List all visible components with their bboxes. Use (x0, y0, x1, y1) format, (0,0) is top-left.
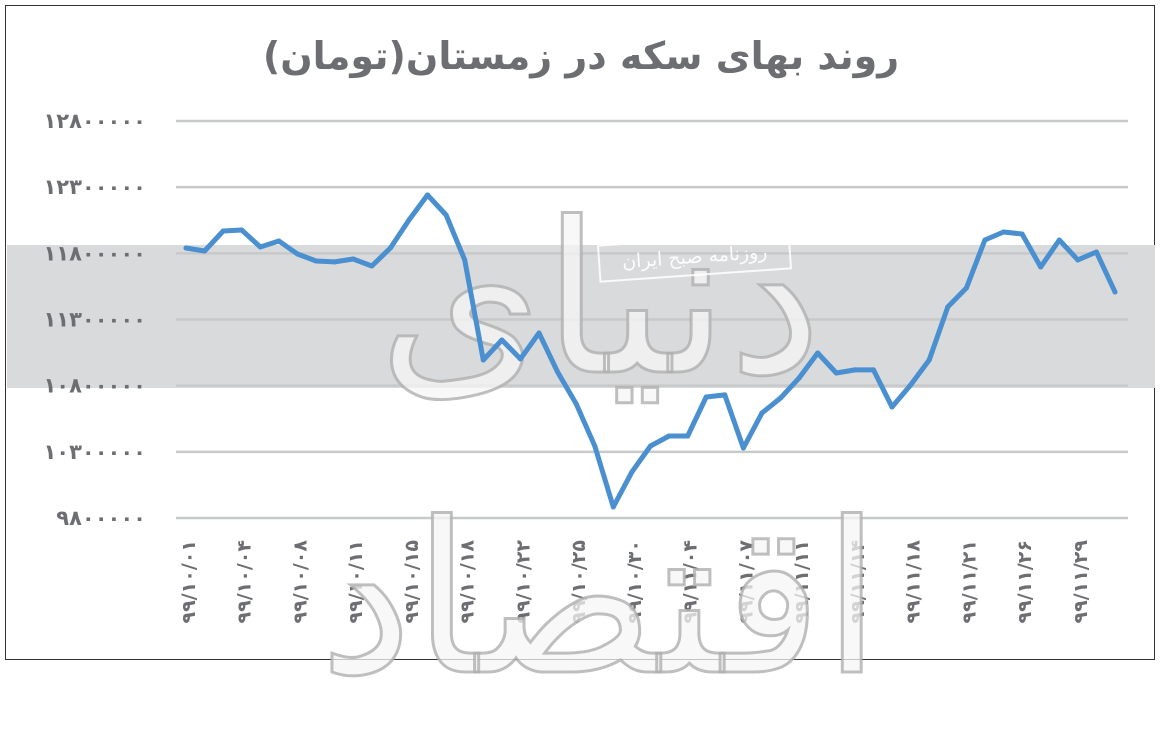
data-point (629, 469, 635, 475)
data-point (276, 238, 282, 244)
y-tick-label: ۱۰۳۰۰۰۰۰ (43, 440, 146, 464)
data-point (1001, 229, 1007, 235)
data-point (648, 443, 653, 449)
data-point (1038, 264, 1044, 270)
data-point (536, 330, 542, 336)
data-point (945, 304, 951, 310)
x-tick-label: ۹۹/۱۱/۱۸ (903, 540, 925, 624)
data-point (239, 227, 245, 233)
data-point (815, 350, 821, 356)
watermark-band (7, 245, 1155, 388)
x-tick-label: ۹۹/۱۰/۰۴ (234, 540, 256, 623)
data-point (982, 237, 988, 243)
y-tick-label: ۱۰۸۰۰۰۰۰ (43, 374, 146, 398)
data-point (666, 433, 672, 439)
line-chart: ۱۲۸۰۰۰۰۰ ۱۲۳۰۰۰۰۰ ۱۱۸۰۰۰۰۰ ۱۱۳۰۰۰۰۰ ۱۰۸۰۰۰۰۰… (7, 109, 1155, 624)
data-point (294, 251, 300, 257)
x-tick-label: ۹۹/۱۰/۲۲ (512, 540, 534, 624)
x-tick-label: ۹۹/۱۰/۱۵ (401, 540, 423, 624)
data-point (406, 217, 412, 223)
x-tick-label: ۹۹/۱۰/۰۸ (289, 540, 311, 624)
y-tick-label: ۱۲۸۰۰۰۰۰ (43, 109, 146, 133)
data-point (257, 244, 263, 250)
data-point (1112, 289, 1118, 295)
data-point (1075, 257, 1081, 263)
y-tick-label: ۱۲۳۰۰۰۰۰ (43, 175, 146, 199)
watermark-logo: دنیای اقتصاد (318, 176, 883, 724)
data-point (963, 285, 969, 291)
data-point (778, 395, 784, 401)
data-point (480, 357, 486, 363)
x-tick-label: ۹۹/۱۱/۲۱ (958, 540, 980, 623)
data-point (313, 258, 319, 264)
x-tick-label: ۹۹/۱۱/۲۶ (1014, 540, 1036, 623)
x-tick-label: ۹۹/۱۰/۰۱ (178, 540, 200, 623)
data-point (685, 433, 691, 439)
data-point (220, 228, 226, 234)
data-point (610, 504, 616, 510)
data-point (1019, 231, 1025, 237)
data-point (573, 401, 579, 407)
y-tick-label: ۱۱۳۰۰۰۰۰ (43, 308, 146, 332)
data-point (1056, 237, 1062, 243)
x-tick-label: ۹۹/۱۱/۱۱ (791, 540, 813, 623)
y-tick-label: ۱۱۸۰۰۰۰۰ (43, 241, 146, 265)
x-tick-label: ۹۹/۱۱/۰۷ (735, 540, 757, 624)
data-point (870, 367, 876, 373)
line-series-layer (183, 192, 1118, 510)
data-point (462, 257, 468, 263)
data-point (796, 375, 802, 381)
chart-title: روند بهای سکه در زمستان(تومان) (262, 34, 900, 78)
data-point (555, 369, 561, 375)
data-point (387, 245, 393, 251)
data-point (183, 245, 189, 251)
data-point (740, 445, 746, 451)
data-point (369, 263, 375, 269)
data-point (833, 370, 839, 376)
data-point (592, 443, 598, 449)
x-tick-label: ۹۹/۱۱/۱۴ (847, 540, 869, 623)
data-point (202, 248, 208, 254)
data-point (350, 256, 356, 262)
x-tick-label: ۹۹/۱۱/۲۹ (1070, 540, 1092, 624)
series-line (183, 192, 1118, 510)
x-tick-label: ۹۹/۱۰/۲۵ (568, 540, 590, 624)
y-tick-label: ۹۸۰۰۰۰۰ (56, 506, 146, 530)
data-point (499, 337, 505, 343)
data-point (425, 192, 431, 198)
data-point (889, 404, 895, 410)
data-point (722, 392, 728, 398)
x-tick-label: ۹۹/۱۱/۰۴ (680, 540, 702, 623)
x-tick-label: ۹۹/۱۰/۳۰ (624, 540, 646, 623)
data-point (443, 212, 449, 218)
x-tick-label: ۹۹/۱۰/۱۱ (345, 540, 367, 623)
data-point (852, 367, 858, 373)
data-point (908, 382, 914, 388)
data-point (703, 394, 709, 400)
data-point (1093, 249, 1099, 255)
data-point (517, 356, 523, 362)
data-point (332, 259, 338, 265)
data-point (759, 410, 765, 416)
x-tick-label: ۹۹/۱۰/۱۸ (457, 540, 479, 624)
data-point (926, 357, 932, 363)
